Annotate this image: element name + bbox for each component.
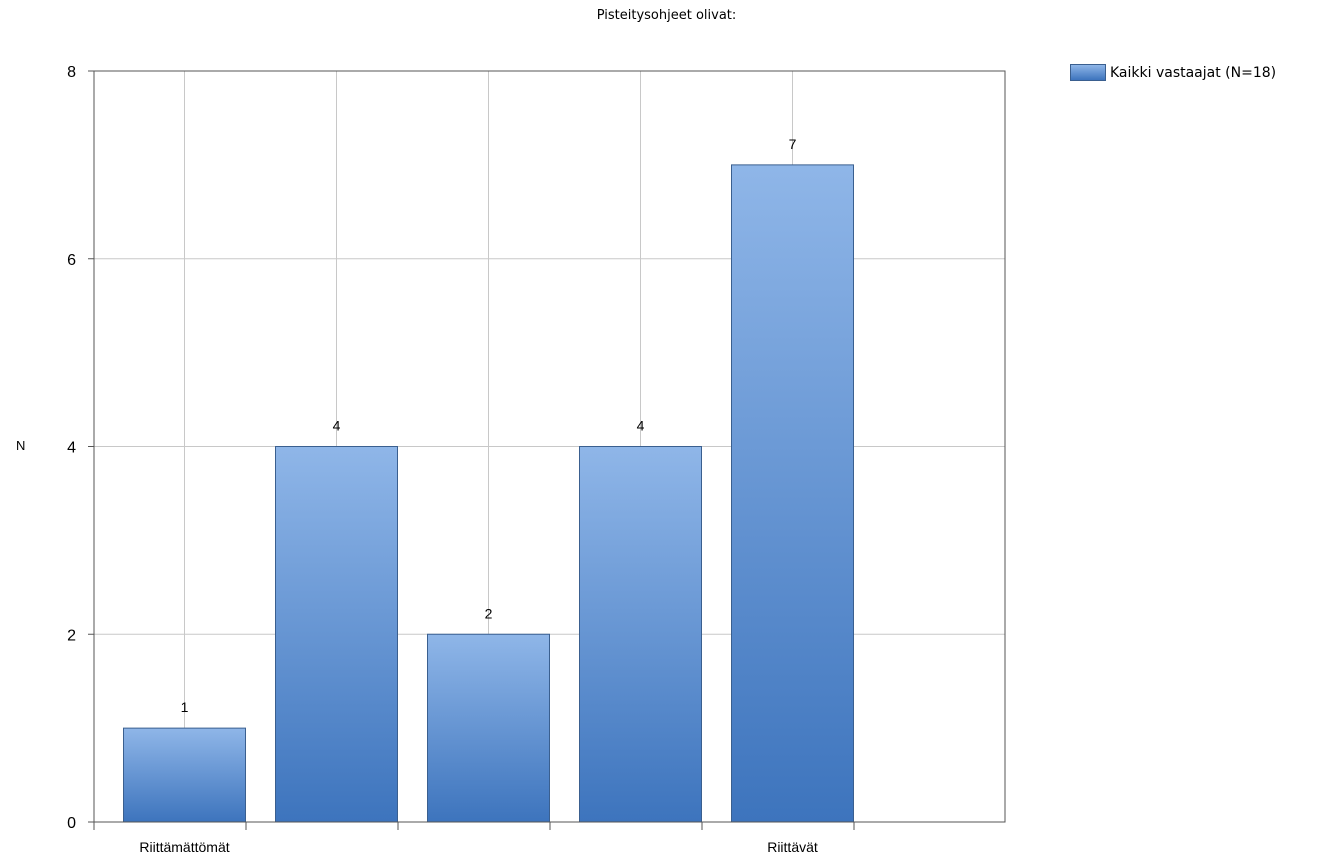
- bar: [731, 164, 854, 823]
- y-tick-label: 8: [67, 64, 76, 81]
- data-label: 4: [333, 418, 341, 434]
- data-label: 1: [181, 699, 189, 715]
- chart-title: Pisteitysohjeet olivat:: [596, 8, 737, 23]
- y-tick-label: 2: [67, 627, 76, 644]
- data-label: 2: [485, 605, 493, 621]
- legend-swatch: [1070, 64, 1106, 81]
- y-tick-label: 0: [67, 815, 76, 832]
- bar: [427, 633, 550, 823]
- x-category-label: Riittämättömät: [139, 839, 229, 855]
- legend-label: Kaikki vastaajat (N=18): [1110, 64, 1277, 81]
- y-tick-label: 6: [67, 252, 76, 269]
- x-category-label: Riittävät: [767, 839, 818, 855]
- bar: [275, 446, 398, 823]
- bar: [123, 727, 246, 823]
- data-label: 4: [637, 418, 645, 434]
- legend: Kaikki vastaajat (N=18): [1070, 64, 1276, 81]
- data-label: 7: [789, 136, 797, 152]
- y-axis-label: N: [16, 438, 26, 453]
- bar: [579, 446, 702, 823]
- y-tick-label: 4: [67, 440, 76, 457]
